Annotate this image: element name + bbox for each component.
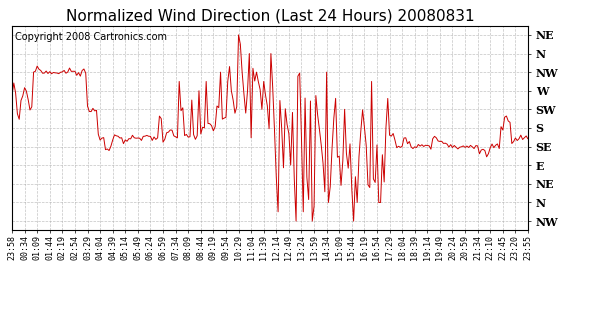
Text: Copyright 2008 Cartronics.com: Copyright 2008 Cartronics.com [14, 32, 167, 42]
Title: Normalized Wind Direction (Last 24 Hours) 20080831: Normalized Wind Direction (Last 24 Hours… [65, 8, 475, 23]
